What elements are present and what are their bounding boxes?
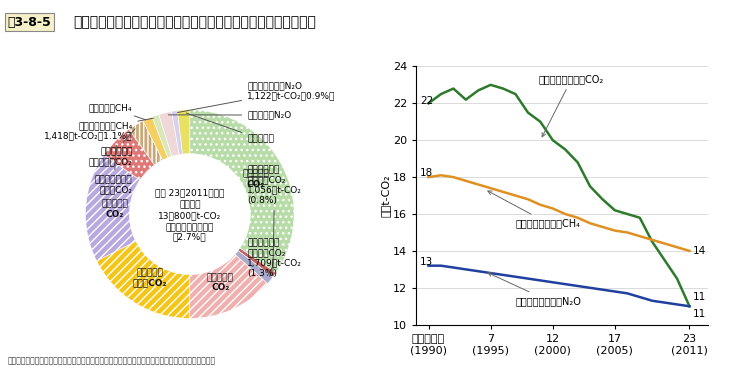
Text: 農林水産業からのN₂O: 農林水産業からのN₂O: [488, 273, 581, 306]
Wedge shape: [189, 254, 268, 318]
Wedge shape: [96, 241, 189, 318]
Text: 食品製造業で
発生するCO₂
1,709万t-CO₂
(1.3%): 食品製造業で 発生するCO₂ 1,709万t-CO₂ (1.3%): [247, 238, 302, 278]
Text: 14: 14: [694, 246, 707, 256]
Wedge shape: [172, 111, 182, 155]
Text: 非エネルギー
転換部門のCO₂: 非エネルギー 転換部門のCO₂: [88, 129, 135, 166]
Text: 18: 18: [420, 168, 433, 179]
Text: 22: 22: [420, 96, 433, 107]
Text: 13億800万t-CO₂: 13億800万t-CO₂: [158, 212, 221, 221]
Text: 農業で発生するCH₄
1,418万t-CO₂（1.1%）: 農業で発生するCH₄ 1,418万t-CO₂（1.1%）: [44, 118, 153, 141]
Wedge shape: [190, 110, 294, 273]
Text: 運輸部門の
CO₂: 運輸部門の CO₂: [101, 199, 128, 219]
Text: 農業以外のN₂O: 農業以外のN₂O: [169, 111, 291, 120]
Text: 資料：（独）　国立環境研究所温室効果ガスインベントリオフィスのデータを基に農林水産省で作成: 資料：（独） 国立環境研究所温室効果ガスインベントリオフィスのデータを基に農林水…: [7, 356, 215, 365]
Wedge shape: [143, 117, 168, 160]
Text: 総排出量: 総排出量: [179, 200, 201, 209]
Text: 農林水産業で
発生するCO₂
1,056万t-CO₂
(0.8%): 農林水産業で 発生するCO₂ 1,056万t-CO₂ (0.8%): [247, 165, 302, 271]
Text: 農林水産業からのCH₄: 農林水産業からのCH₄: [488, 191, 580, 228]
Text: 平成 23（2011）年度: 平成 23（2011）年度: [155, 189, 225, 198]
Wedge shape: [235, 251, 273, 284]
Wedge shape: [159, 111, 179, 156]
Text: 嘦3-8-5: 嘦3-8-5: [7, 15, 51, 29]
Text: 産業部門の
CO₂: 産業部門の CO₂: [242, 169, 269, 189]
Text: 農業で発生するN₂O
1,122万t-CO₂（0.9%）: 農業で発生するN₂O 1,122万t-CO₂（0.9%）: [177, 82, 336, 113]
Text: 11: 11: [694, 308, 707, 319]
Text: 温室効果ガス総排出量の内訳と農林水産業における排出量の推移: 温室効果ガス総排出量の内訳と農林水産業における排出量の推移: [73, 15, 316, 29]
Text: 13: 13: [420, 257, 433, 267]
Text: その他ガス: その他ガス: [186, 113, 274, 144]
Text: 約2.7%）: 約2.7%）: [173, 232, 207, 242]
Wedge shape: [104, 130, 155, 180]
Wedge shape: [85, 155, 140, 261]
Text: 11: 11: [694, 292, 707, 302]
Text: （農林水産業の割合: （農林水産業の割合: [166, 223, 214, 232]
Text: エネルギー転換
部門のCO₂: エネルギー転換 部門のCO₂: [95, 145, 132, 194]
Wedge shape: [177, 110, 190, 154]
Wedge shape: [152, 114, 172, 158]
Text: 業務その他
部門のCO₂: 業務その他 部門のCO₂: [133, 268, 167, 287]
Text: 農林水産業からのCO₂: 農林水産業からのCO₂: [539, 74, 604, 137]
Text: 農業以外のCH₄: 農業以外のCH₄: [89, 103, 146, 120]
Y-axis label: 百万t-CO₂: 百万t-CO₂: [380, 174, 390, 217]
Wedge shape: [238, 248, 276, 277]
Text: 家庭部門の
CO₂: 家庭部門の CO₂: [207, 273, 234, 293]
Wedge shape: [129, 121, 163, 165]
